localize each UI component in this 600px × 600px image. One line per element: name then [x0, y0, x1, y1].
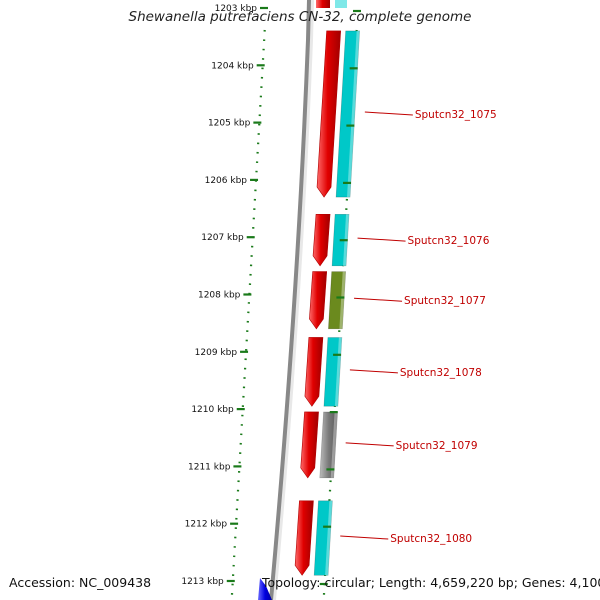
gene-label[interactable]: Sputcn32_1076: [408, 235, 490, 247]
gene-block-highlight: [347, 30, 360, 198]
label-leader-line: [354, 297, 403, 302]
ruler-ticks: 1203 kbp 1204 kbp 1205 kbp 1206 kbp 1207 kbp…: [181, 4, 361, 587]
gene-block[interactable]: [313, 500, 333, 576]
accession-text: Accession: NC_009438: [9, 575, 152, 590]
ruler-tick-label: 1204 kbp: [211, 61, 254, 71]
label-leader-line: [345, 442, 394, 447]
forward-cds-arrow: [300, 411, 319, 479]
gene-block-highlight: [339, 271, 346, 329]
blue-feature: [258, 578, 272, 600]
forward-strand-features: [258, 0, 347, 600]
forward-cds-arrow: [304, 337, 324, 407]
ruler-tick-label: 1209 kbp: [195, 348, 238, 358]
top-red-stub: [316, 0, 330, 8]
forward-cds-arrow: [316, 30, 341, 198]
forward-cds-arrow: [312, 213, 331, 267]
gene-block[interactable]: [335, 30, 360, 198]
ruler-tick-label: 1203 kbp: [215, 4, 258, 14]
gene-block-highlight: [330, 411, 338, 478]
ruler-tick-label: 1213 kbp: [181, 577, 224, 587]
label-leader-line: [357, 237, 406, 242]
left-dotted-line: [230, 29, 266, 600]
ruler-tick-label: 1212 kbp: [185, 520, 228, 530]
gene-features: [313, 30, 360, 576]
ruler-tick-label: 1206 kbp: [205, 176, 248, 186]
ruler-tick-label: 1210 kbp: [191, 405, 234, 415]
ruler-tick-label: 1205 kbp: [208, 119, 251, 129]
gene-block-highlight: [325, 500, 333, 576]
gene-label[interactable]: Sputcn32_1077: [404, 295, 486, 307]
gene-labels: Sputcn32_1075 Sputcn32_1076 Sputcn32_1077 S…: [340, 109, 497, 545]
map-title: Shewanella putrefaciens CN-32, complete …: [128, 9, 472, 25]
forward-cds-arrow: [294, 500, 314, 576]
label-leader-line: [364, 111, 413, 116]
genome-backbone: [269, 0, 314, 600]
forward-cds-arrow: [309, 271, 328, 330]
label-leader-line: [349, 369, 398, 374]
gene-label[interactable]: Sputcn32_1080: [390, 533, 472, 545]
gene-label[interactable]: Sputcn32_1075: [415, 109, 497, 121]
ruler-tick-label: 1207 kbp: [201, 233, 244, 243]
backbone-line: [269, 0, 311, 600]
top-cyan-stub: [335, 0, 347, 8]
ruler-tick-label: 1211 kbp: [188, 462, 231, 472]
ruler-tick-label: 1208 kbp: [198, 291, 241, 301]
label-leader-line: [340, 535, 389, 540]
gene-block[interactable]: [328, 271, 347, 330]
gene-label[interactable]: Sputcn32_1078: [400, 367, 482, 379]
gene-label[interactable]: Sputcn32_1079: [396, 440, 478, 452]
topology-text: Topology: circular; Length: 4,659,220 bp…: [262, 575, 600, 590]
